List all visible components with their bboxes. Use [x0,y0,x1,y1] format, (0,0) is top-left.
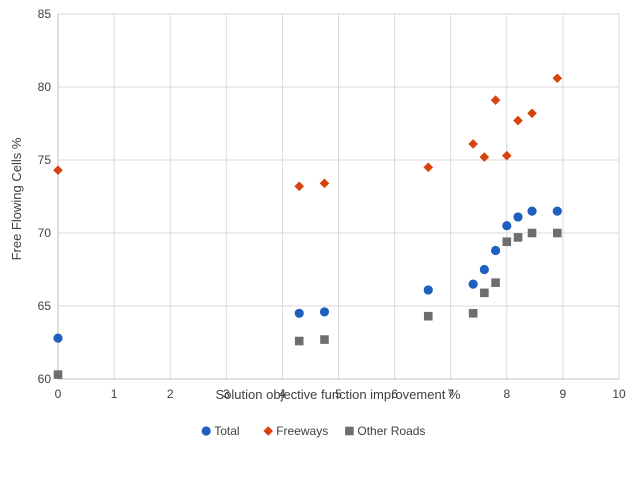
y-tick-label: 65 [38,299,52,313]
x-tick-label: 9 [560,387,567,401]
legend-item-total: Total [201,424,240,438]
x-tick-label: 2 [167,387,174,401]
x-axis-title: Solution objective function improvement … [216,387,461,402]
gridlines [58,13,620,379]
other-roads-point [423,311,433,321]
x-tick-label: 7 [447,387,454,401]
other-roads-point [294,336,304,346]
other-roads-point [53,370,63,379]
y-tick-label: 60 [38,372,52,386]
freeways-point [527,108,537,119]
legend-item-freeways: Freeways [263,424,328,438]
total-point [423,285,433,295]
other-roads-point [468,309,478,318]
data-points [53,73,563,379]
legend-label-total: Total [214,424,239,438]
freeways-point [294,181,305,192]
legend-label-freeways: Freeways [276,424,328,438]
x-tick-label: 5 [335,387,342,401]
x-tick-label: 8 [503,387,510,401]
total-point [468,279,478,289]
y-tick-label: 80 [38,80,52,94]
other-roads-point [552,228,562,238]
other-roads-point [513,233,523,242]
freeways-point [552,73,563,84]
freeways-point [479,152,490,162]
x-tick-label: 1 [111,387,118,401]
x-tick-label: 10 [612,387,626,401]
legend: Total Freeways Other Roads [201,424,425,438]
total-point [513,212,523,222]
freeways-point [468,139,478,149]
total-point [490,245,501,256]
legend-marker-other-roads [345,426,354,436]
other-roads-point [502,237,512,247]
x-tick-label: 4 [279,387,286,401]
axes [57,14,619,380]
legend-item-other-roads: Other Roads [345,424,425,438]
total-point [319,307,330,317]
tick-labels: 0 1 2 3 4 5 6 7 8 9 10 60 65 70 75 80 85 [38,7,626,401]
other-roads-point [527,228,537,238]
freeways-point [513,115,523,126]
legend-marker-total [201,426,211,436]
freeways-point [502,150,512,161]
y-axis-title: Free Flowing Cells % [9,137,24,260]
total-point [479,264,489,275]
freeways-point [423,162,434,173]
other-roads-point [491,278,500,287]
legend-marker-freeways [263,426,273,436]
total-point [502,221,512,231]
total-point [552,206,562,216]
other-roads-point [480,288,489,298]
x-tick-label: 3 [223,387,230,401]
total-point [53,333,63,343]
freeways-point [490,95,501,105]
y-tick-label: 75 [38,153,52,167]
total-point [294,308,304,318]
legend-label-other-roads: Other Roads [357,424,425,438]
x-tick-label: 0 [55,387,62,401]
other-roads-point [320,335,329,344]
y-tick-label: 85 [38,7,52,21]
freeways-point [53,165,63,176]
x-tick-label: 6 [391,387,398,401]
y-tick-label: 70 [38,226,52,240]
total-point [527,206,537,216]
freeways-point [319,178,330,189]
